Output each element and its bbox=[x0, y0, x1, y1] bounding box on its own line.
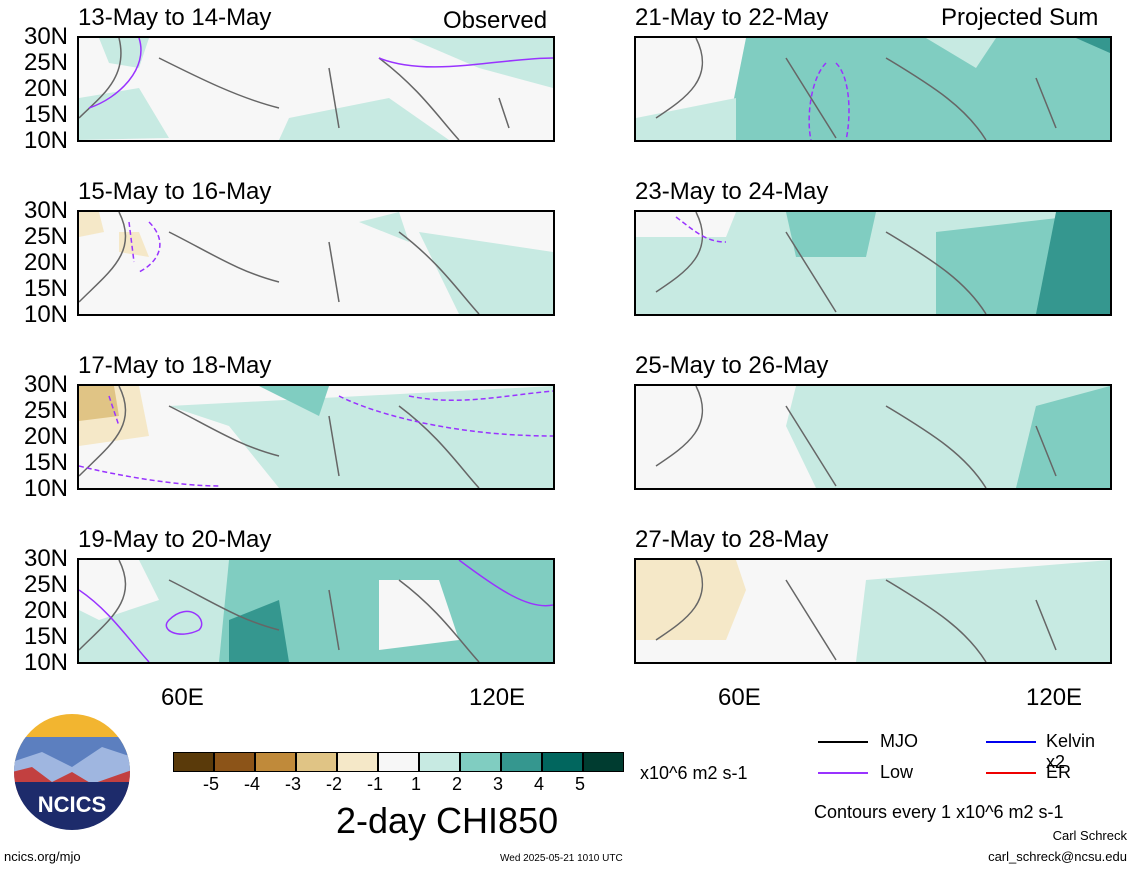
lat-label: 25N bbox=[23, 397, 68, 424]
lon-label-120e-left: 120E bbox=[469, 684, 526, 711]
lat-label: 20N bbox=[23, 597, 68, 624]
lat-label: 30N bbox=[23, 545, 68, 572]
lon-label-60e-left: 60E bbox=[161, 684, 204, 711]
main-title: 2-day CHI850 bbox=[336, 800, 559, 841]
mjo-line-swatch bbox=[818, 741, 868, 743]
colorbar-tick-label: 5 bbox=[574, 774, 585, 794]
colorbar-tick-label: -5 bbox=[202, 774, 219, 794]
colorbar-swatch bbox=[419, 752, 460, 772]
lat-label: 20N bbox=[23, 423, 68, 450]
panel-title-4: 23-May to 24-May bbox=[635, 178, 829, 205]
colorbar-swatch bbox=[542, 752, 583, 772]
lat-label: 30N bbox=[23, 197, 68, 224]
timestamp: Wed 2025-05-21 1010 UTC bbox=[500, 853, 623, 864]
colorbar-units: x10^6 m2 s-1 bbox=[640, 763, 748, 783]
colorbar-ticks: -5 -4 -3 -2 -1 1 2 3 4 5 bbox=[192, 774, 632, 796]
colorbar-swatch bbox=[296, 752, 337, 772]
lat-label: 10N bbox=[23, 301, 68, 328]
colorbar-tick-label: -4 bbox=[243, 774, 260, 794]
lon-label-120e-right: 120E bbox=[1026, 684, 1083, 711]
mjo-legend-label: MJO bbox=[880, 731, 918, 751]
lat-label: 10N bbox=[23, 649, 68, 676]
map-panel-4 bbox=[634, 210, 1112, 316]
colorbar bbox=[173, 752, 624, 772]
colorbar-swatch bbox=[255, 752, 296, 772]
contours-note: Contours every 1 x10^6 m2 s-1 bbox=[814, 802, 1064, 822]
colorbar-tick-label: 2 bbox=[451, 774, 462, 794]
map-panel-1 bbox=[77, 36, 555, 142]
lat-label: 20N bbox=[23, 75, 68, 102]
panel-title-3: 15-May to 16-May bbox=[78, 178, 272, 205]
map-panel-5 bbox=[77, 384, 555, 490]
colorbar-tick-label: -3 bbox=[284, 774, 301, 794]
lat-label: 25N bbox=[23, 49, 68, 76]
lat-label: 15N bbox=[23, 623, 68, 650]
lat-label: 10N bbox=[23, 475, 68, 502]
colorbar-swatch bbox=[378, 752, 419, 772]
lat-label: 20N bbox=[23, 249, 68, 276]
lat-label: 15N bbox=[23, 101, 68, 128]
colorbar-tick-label: -1 bbox=[366, 774, 383, 794]
source-url[interactable]: ncics.org/mjo bbox=[4, 849, 81, 864]
author-name: Carl Schreck bbox=[1052, 828, 1127, 843]
colorbar-swatch bbox=[173, 752, 214, 772]
projected-label: Projected Sum bbox=[941, 4, 1099, 31]
lat-label: 15N bbox=[23, 275, 68, 302]
panel-title-2: 21-May to 22-May bbox=[635, 4, 829, 31]
colorbar-tick-label: 4 bbox=[533, 774, 544, 794]
lon-label-60e-right: 60E bbox=[718, 684, 761, 711]
lat-label: 30N bbox=[23, 23, 68, 50]
line-legend: MJO Kelvin x2 Low ER bbox=[818, 731, 1118, 791]
colorbar-tick-label: 3 bbox=[492, 774, 503, 794]
colorbar-swatch bbox=[214, 752, 255, 772]
lat-label: 25N bbox=[23, 571, 68, 598]
colorbar-tick-label: 1 bbox=[410, 774, 421, 794]
panel-title-7: 19-May to 20-May bbox=[78, 526, 272, 553]
kelvin-legend-label: Kelvin x2 bbox=[1046, 731, 1096, 772]
er-legend-label: ER bbox=[1046, 762, 1072, 782]
panel-title-8: 27-May to 28-May bbox=[635, 526, 829, 553]
colorbar-swatch bbox=[583, 752, 624, 772]
panel-title-1: 13-May to 14-May bbox=[78, 4, 272, 31]
ncics-logo: NCICS bbox=[12, 712, 132, 832]
map-panel-7 bbox=[77, 558, 555, 664]
map-panel-8 bbox=[634, 558, 1112, 664]
low-legend-label: Low bbox=[880, 762, 914, 782]
observed-label: Observed bbox=[443, 7, 548, 34]
colorbar-tick-label: -2 bbox=[325, 774, 342, 794]
map-panel-3 bbox=[77, 210, 555, 316]
low-line-swatch bbox=[818, 772, 868, 774]
map-panel-6 bbox=[634, 384, 1112, 490]
er-line-swatch bbox=[986, 772, 1036, 774]
lat-label: 15N bbox=[23, 449, 68, 476]
panel-title-5: 17-May to 18-May bbox=[78, 352, 272, 379]
kelvin-line-swatch bbox=[986, 741, 1036, 743]
colorbar-swatch bbox=[460, 752, 501, 772]
lat-label: 30N bbox=[23, 371, 68, 398]
panel-title-6: 25-May to 26-May bbox=[635, 352, 829, 379]
logo-text: NCICS bbox=[38, 792, 106, 817]
lat-label: 25N bbox=[23, 223, 68, 250]
map-panel-2 bbox=[634, 36, 1112, 142]
lat-label: 10N bbox=[23, 127, 68, 154]
colorbar-swatch bbox=[501, 752, 542, 772]
colorbar-swatch bbox=[337, 752, 378, 772]
author-email[interactable]: carl_schreck@ncsu.edu bbox=[988, 849, 1127, 864]
